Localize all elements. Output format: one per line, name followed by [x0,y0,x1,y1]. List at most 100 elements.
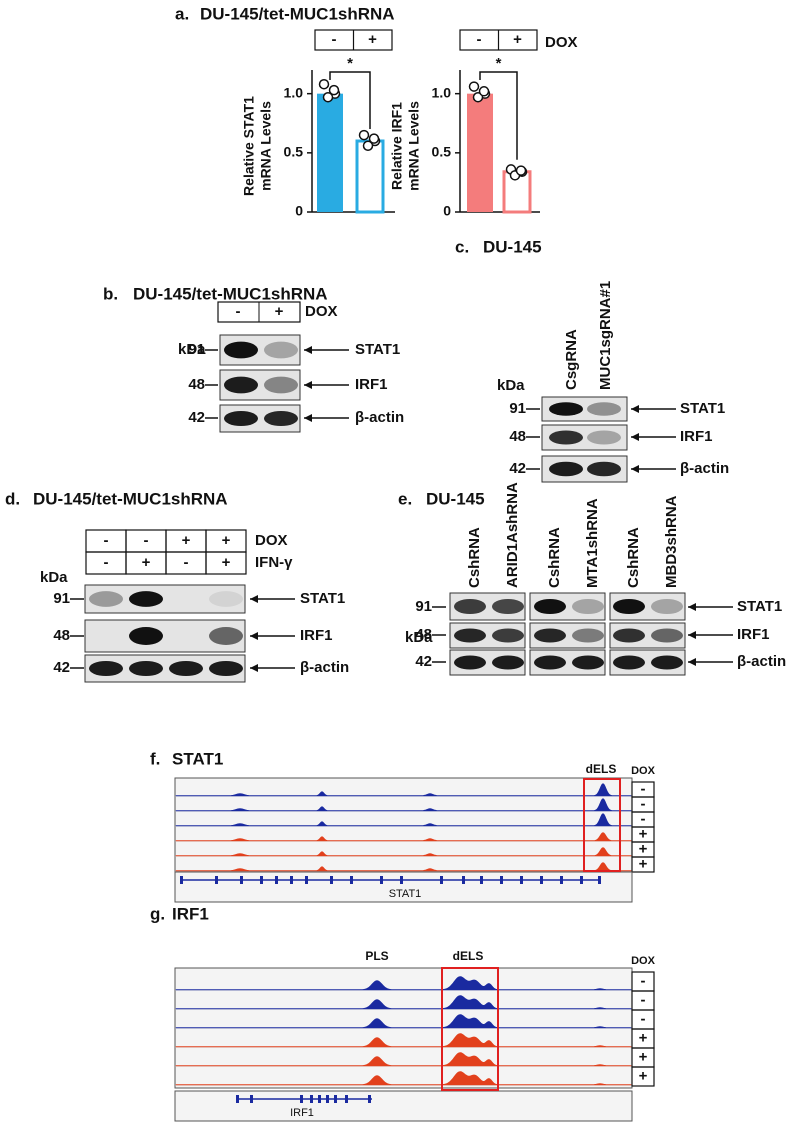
arrow-head [688,658,696,666]
panel-label: e. [398,489,412,508]
protein-label: β-actin [355,409,404,426]
exon [290,876,293,884]
band [549,461,583,477]
lane-label: CshRNA [546,527,563,588]
y-tick-label: 1.0 [432,84,452,100]
lane-label: + [275,303,284,320]
dox-box [631,856,655,873]
arrow-head [631,405,639,413]
data-point [362,140,374,151]
y-tick-label: 0.5 [284,144,304,160]
protein-label: STAT1 [355,341,400,358]
band [492,628,524,643]
panel-title: DU-145 [483,237,542,256]
condition-label: IFN-γ [255,554,293,571]
kda-label: kDa [178,341,206,358]
band [454,628,486,643]
protein-label: STAT1 [737,598,782,615]
exon [330,876,333,884]
band [534,598,566,615]
track-signal [175,1014,632,1029]
kda-value: 42 [188,409,205,426]
band [454,655,486,670]
y-tick-label: 0.5 [432,144,452,160]
y-tick-label: 0 [443,203,451,219]
arrow-head [250,632,258,640]
significance-bracket [479,71,518,160]
exon [180,876,183,884]
band [587,461,621,477]
lane-label: MBD3shRNA [663,495,680,588]
lane-label: - [104,532,109,549]
significance-bracket [329,71,371,129]
arrow-head [688,631,696,639]
band [549,402,583,416]
band [492,598,524,615]
category-label: + [513,31,522,48]
dox-box [631,1066,655,1087]
protein-label: STAT1 [680,400,725,417]
protein-label: β-actin [300,659,349,676]
gene-frame [174,1090,633,1122]
track-signal [175,798,632,812]
highlight-box [441,967,499,1091]
bar [317,93,343,212]
band [209,627,243,645]
exon [540,876,543,884]
panel-label: d. [5,489,20,508]
track-signal [175,832,632,842]
track-signal [175,1071,632,1086]
kda-value: 42 [53,659,70,676]
kda-label: kDa [40,569,68,586]
band [492,655,524,670]
exon [326,1095,329,1103]
region-label: dELS [453,949,484,963]
band [169,660,203,677]
band [572,628,604,643]
exon [350,876,353,884]
data-point [318,78,330,90]
band [264,341,298,359]
arrow-head [304,381,312,389]
exon [598,876,601,884]
protein-label: β-actin [737,653,786,670]
highlight-box [583,778,621,872]
dox-label: + [639,1048,648,1065]
category-label: - [477,31,482,48]
exon [380,876,383,884]
blot-strip [529,592,606,621]
band [572,598,604,615]
track-signal [175,783,632,797]
exon [236,1095,239,1103]
lane-label: - [104,554,109,571]
kda-value: 48 [188,376,205,393]
data-point [322,91,334,103]
kda-value: 48 [415,626,432,643]
exon [334,1095,337,1103]
band [549,430,583,445]
panel-label: g. [150,904,165,923]
band [129,591,163,607]
exon [462,876,465,884]
band [264,410,298,427]
arrow-head [250,664,258,672]
band [651,628,683,643]
exon [500,876,503,884]
arrow-head [250,595,258,603]
exon [250,1095,253,1103]
kda-value: 48 [53,627,70,644]
lane-label: - [144,532,149,549]
protein-label: IRF1 [300,627,333,644]
band [613,628,645,643]
panel-label: b. [103,284,118,303]
annotation: * [347,55,353,72]
panel-title: DU-145 [426,489,485,508]
track-signal [175,976,632,991]
panel-label: c. [455,237,469,256]
exon [300,1095,303,1103]
dox-label: - [641,780,646,797]
lane-box [205,551,247,575]
band [264,376,298,394]
lane-label: - [184,554,189,571]
